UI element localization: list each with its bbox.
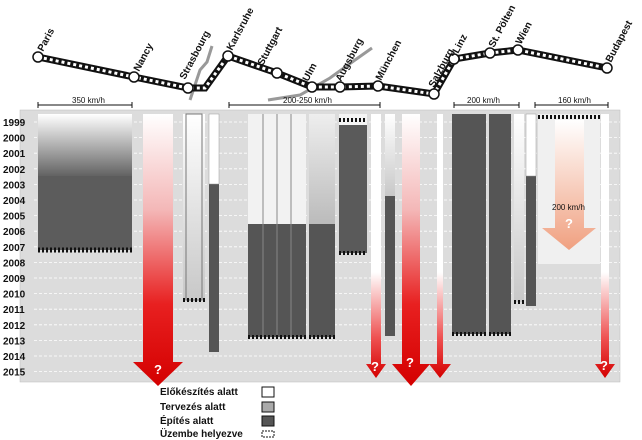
arrow-wien-budapest-future xyxy=(542,120,596,250)
city-label-linz: Linz xyxy=(451,33,470,56)
station-salzburg xyxy=(428,88,440,100)
year-label: 2009 xyxy=(3,274,26,285)
station-karlsruhe xyxy=(222,50,234,62)
bar-kehl-karlsruhe-preparation xyxy=(208,113,220,185)
year-label: 1999 xyxy=(3,118,26,129)
bar-wien-construction xyxy=(526,176,536,306)
legend-label-planning: Tervezés alatt xyxy=(160,402,226,413)
bar-wien-planning xyxy=(514,114,524,302)
arrow-salzburg xyxy=(429,114,451,378)
city-label-nancy: Nancy xyxy=(132,41,156,73)
speed-label-wien-budapest: 160 km/h xyxy=(558,96,591,105)
question-wien-budapest-future: ? xyxy=(565,216,573,231)
bar-ulm-construction xyxy=(309,224,335,337)
year-label: 2014 xyxy=(3,352,26,363)
year-label: 2013 xyxy=(3,336,26,347)
city-label-strasbourg: Strasbourg xyxy=(178,29,213,81)
station-budapest xyxy=(601,62,613,74)
legend-swatch-operation xyxy=(261,430,275,438)
arrow-munchen-salzburg xyxy=(392,114,430,386)
station-nancy xyxy=(128,71,140,83)
bar-paris-nancy-construction xyxy=(38,176,132,250)
station-st-polten xyxy=(484,47,496,59)
bar-ulm-planning xyxy=(309,114,335,224)
city-label-wien: Wien xyxy=(514,20,535,46)
station-paris xyxy=(32,51,44,63)
railway-track xyxy=(37,46,608,98)
city-label-augsburg: Augsburg xyxy=(334,37,366,84)
bar-augsburg-construction xyxy=(339,125,367,253)
bar-paris-nancy-planning xyxy=(38,114,132,177)
speed-label-wien-budapest-future: 200 km/h xyxy=(552,203,585,212)
city-label-paris: Paris xyxy=(36,26,57,53)
year-label: 2002 xyxy=(3,165,26,176)
speed-label-karlsruhe-munchen: 200-250 km/h xyxy=(283,96,332,105)
river-danube xyxy=(267,46,373,102)
arrow-nancy-strasbourg xyxy=(133,114,183,386)
speed-brackets: 350 km/h 200-250 km/h 200 km/h 160 km/h xyxy=(37,96,609,108)
year-label: 2010 xyxy=(3,290,26,301)
city-label-st-polten: St. Pölten xyxy=(487,4,518,50)
speed-label-linz-wien: 200 km/h xyxy=(467,96,500,105)
bar-munchen-planning xyxy=(385,114,395,196)
bar-strasbourg-bridge-planning xyxy=(183,114,205,300)
year-label: 2005 xyxy=(3,212,26,223)
bar-stpolten-construction xyxy=(489,114,511,334)
city-label-karlsruhe: Karlsruhe xyxy=(225,6,257,53)
year-label: 2012 xyxy=(3,321,26,332)
legend-swatch-planning xyxy=(261,401,275,413)
year-label: 2004 xyxy=(3,196,26,207)
bar-strasbourg-bridge-outline xyxy=(185,113,203,301)
station-ulm xyxy=(306,81,318,93)
year-label: 2015 xyxy=(3,368,26,379)
year-label: 2001 xyxy=(3,149,26,160)
station-munchen xyxy=(372,80,384,92)
year-label: 2011 xyxy=(3,305,25,316)
question-budapest: ? xyxy=(600,358,608,373)
year-label: 2008 xyxy=(3,258,26,269)
year-label: 2003 xyxy=(3,180,26,191)
city-label-budapest: Budapest xyxy=(604,18,635,64)
year-label: 2000 xyxy=(3,134,26,145)
city-label-stuttgart: Stuttgart xyxy=(256,25,286,68)
question-munchen-salzburg: ? xyxy=(406,355,414,370)
speed-label-paris-nancy: 350 km/h xyxy=(72,96,105,105)
bar-linz-construction xyxy=(452,114,486,334)
legend: Előkészítés alatt Tervezés alatt Építés … xyxy=(160,386,275,440)
legend-label-operation: Üzembe helyezve xyxy=(160,427,243,440)
bar-munchen-construction xyxy=(385,196,395,336)
legend-label-preparation: Előkészítés alatt xyxy=(160,387,238,398)
legend-swatch-construction xyxy=(261,415,275,427)
year-label: 2007 xyxy=(3,243,26,254)
question-nancy-strasbourg: ? xyxy=(154,362,162,377)
question-munchen: ? xyxy=(371,359,379,374)
station-strasbourg xyxy=(182,82,194,94)
legend-label-construction: Építés alatt xyxy=(160,414,214,427)
station-wien xyxy=(512,44,524,56)
legend-swatch-preparation xyxy=(261,386,275,398)
arrow-budapest xyxy=(595,114,615,378)
arrow-munchen-1 xyxy=(366,114,386,378)
city-label-ulm: Ulm xyxy=(301,61,320,83)
city-label-munchen: München xyxy=(374,38,404,82)
station-linz xyxy=(448,53,460,65)
bar-kehl-karlsruhe-construction xyxy=(209,184,219,352)
year-label: 2006 xyxy=(3,227,26,238)
year-labels: 1999 2000 2001 2002 2003 2004 2005 2006 2007 2008… xyxy=(3,118,26,379)
station-augsburg xyxy=(334,81,346,93)
station-stuttgart xyxy=(271,67,283,79)
